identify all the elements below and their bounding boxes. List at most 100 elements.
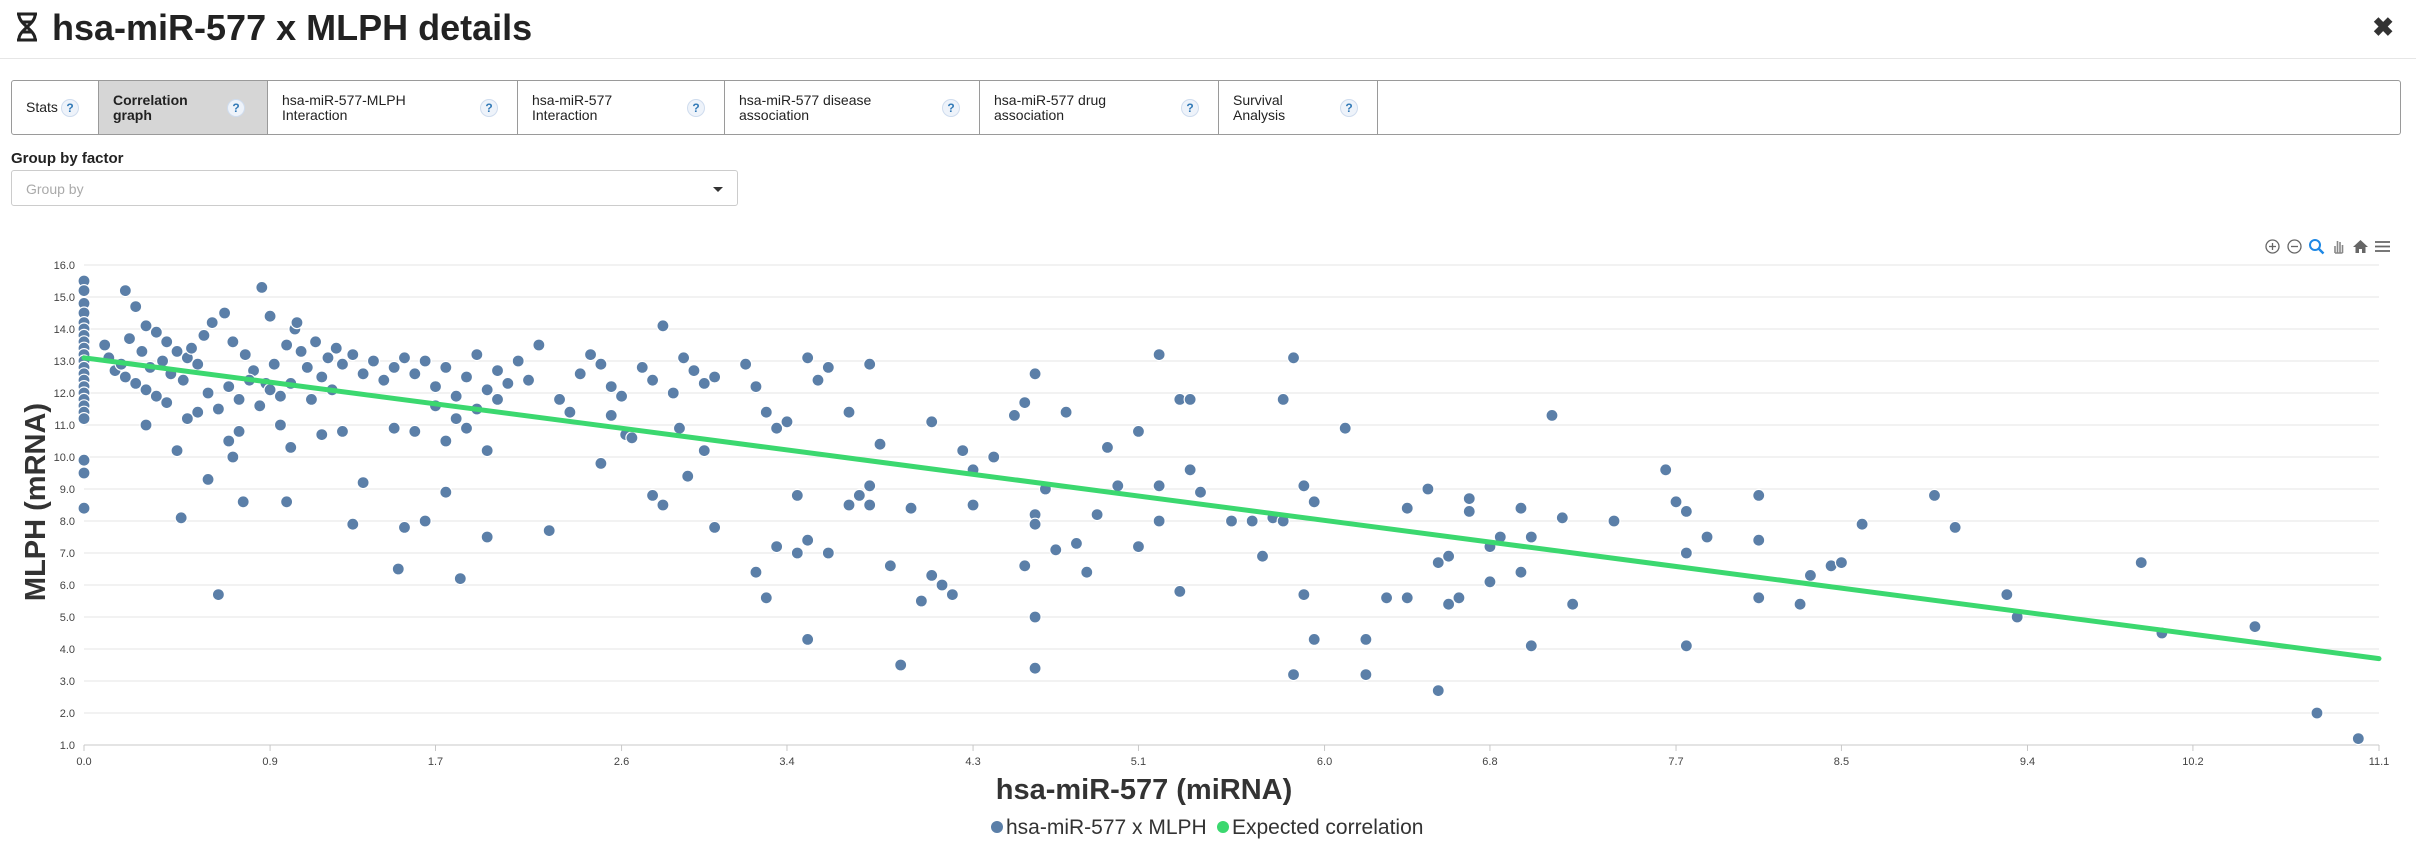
data-point[interactable] [118,370,132,384]
data-point[interactable] [801,533,815,547]
data-point[interactable] [811,373,825,387]
data-point[interactable] [1524,530,1538,544]
data-point[interactable] [1379,591,1394,605]
data-point[interactable] [1441,597,1456,611]
data-point[interactable] [604,380,618,394]
data-point[interactable] [2351,732,2365,746]
data-point[interactable] [1018,396,1032,410]
tab-survival-analysis[interactable]: Survival Analysis ? [1219,81,1378,134]
data-point[interactable] [321,351,335,365]
data-point[interactable] [521,373,536,387]
data-point[interactable] [1183,392,1197,406]
data-point[interactable] [1028,610,1042,624]
data-point[interactable] [211,402,225,416]
tab-interaction[interactable]: hsa-miR-577-MLPH Interaction ? [268,81,518,134]
data-point[interactable] [925,568,939,582]
data-point[interactable] [863,479,877,493]
data-point[interactable] [645,373,660,387]
data-point[interactable] [1173,584,1187,598]
data-point[interactable] [77,501,91,515]
data-point[interactable] [459,421,474,435]
data-point[interactable] [273,389,288,403]
close-icon[interactable]: ✖ [2372,12,2394,42]
data-point[interactable] [925,415,939,429]
data-point[interactable] [2310,706,2324,720]
data-point[interactable] [459,370,474,384]
menu-icon[interactable] [2374,238,2391,255]
data-point[interactable] [780,415,794,429]
data-point[interactable] [697,376,711,390]
data-point[interactable] [604,408,618,422]
data-point[interactable] [1152,347,1166,362]
data-point[interactable] [749,380,763,394]
data-point[interactable] [1607,514,1621,528]
data-point[interactable] [77,453,91,467]
help-icon[interactable]: ? [61,99,79,117]
data-point[interactable] [428,380,443,394]
data-point[interactable] [335,357,350,371]
data-point[interactable] [201,386,215,400]
data-point[interactable] [672,421,687,435]
data-point[interactable] [1752,488,1766,502]
data-point[interactable] [174,511,188,525]
data-point[interactable] [1400,591,1414,605]
data-point[interactable] [191,405,205,419]
legend-item-scatter[interactable]: hsa-miR-577 x MLPH [1006,816,1207,839]
data-point[interactable] [408,424,422,438]
data-point[interactable] [1659,463,1673,477]
zoom-in-icon[interactable] [2264,238,2281,255]
data-point[interactable] [656,498,670,512]
data-point[interactable] [236,495,250,509]
data-point[interactable] [1152,514,1166,528]
data-point[interactable] [1338,421,1352,435]
data-point[interactable] [1700,530,1714,544]
data-point[interactable] [226,335,240,349]
data-point[interactable] [532,338,546,352]
data-point[interactable] [739,357,753,371]
data-point[interactable] [1307,632,1321,646]
data-point[interactable] [852,488,866,502]
data-point[interactable] [883,559,897,573]
data-point[interactable] [77,412,91,426]
data-point[interactable] [480,444,494,458]
data-point[interactable] [1834,556,1849,570]
data-point[interactable] [1855,517,1869,531]
data-point[interactable] [1193,485,1208,499]
data-point[interactable] [1400,501,1414,515]
data-point[interactable] [501,376,515,390]
data-point[interactable] [583,347,598,362]
data-point[interactable] [594,456,608,470]
data-point[interactable] [873,437,887,451]
data-point[interactable] [1803,568,1818,582]
data-point[interactable] [490,392,505,406]
data-point[interactable] [1286,668,1301,682]
data-point[interactable] [232,392,246,406]
data-point[interactable] [1545,408,1559,422]
legend-item-line[interactable]: Expected correlation [1232,816,1423,839]
data-point[interactable] [449,389,463,403]
data-point[interactable] [180,412,194,426]
data-point[interactable] [397,351,412,365]
data-point[interactable] [300,360,314,375]
data-point[interactable] [614,389,629,403]
tab-mirna-interaction[interactable]: hsa-miR-577 Interaction ? [518,81,725,134]
data-point[interactable] [1752,533,1766,547]
data-point[interactable] [118,283,132,298]
data-point[interactable] [315,370,329,384]
data-point[interactable] [687,363,701,378]
data-point[interactable] [708,370,722,384]
data-point[interactable] [1679,639,1693,653]
data-point[interactable] [1297,479,1311,493]
data-point[interactable] [1183,463,1197,477]
data-point[interactable] [160,335,174,349]
data-point[interactable] [1514,501,1528,515]
data-point[interactable] [418,354,432,368]
data-point[interactable] [552,392,567,406]
data-point[interactable] [329,341,343,355]
zoom-out-icon[interactable] [2286,238,2303,255]
data-point[interactable] [1152,479,1166,493]
data-point[interactable] [1297,588,1311,602]
data-point[interactable] [801,632,815,646]
data-point[interactable] [387,421,401,435]
data-point[interactable] [1431,556,1445,570]
